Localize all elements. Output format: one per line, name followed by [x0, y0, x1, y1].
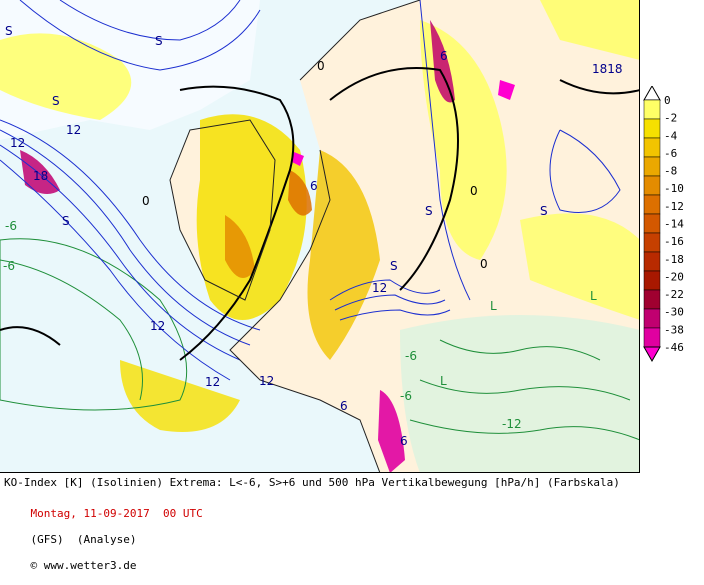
- scale-label: -16: [664, 235, 684, 248]
- scale-arrow-top: [643, 84, 661, 101]
- green-isolines: [0, 259, 639, 441]
- label-s: S: [62, 214, 70, 228]
- motion-core: [430, 20, 455, 103]
- scale-label: -20: [664, 270, 684, 283]
- map-canvas: S S S S S S S 12 18 12 12 12 12 12 1818 …: [0, 0, 639, 472]
- scale-label: -30: [664, 306, 684, 319]
- caption-description: KO-Index [K] (Isolinien) Extrema: L<-6, …: [4, 476, 620, 489]
- scale-swatch: [643, 99, 661, 120]
- scale-label: -14: [664, 218, 684, 231]
- scale-swatch: [643, 175, 661, 196]
- scale-label: -18: [664, 253, 684, 266]
- scale-label: -22: [664, 288, 684, 301]
- scale-label: -38: [664, 323, 684, 336]
- label-six: 6: [340, 399, 348, 413]
- label-eighteen: 18: [33, 169, 48, 183]
- map-caption: KO-Index [K] (Isolinien) Extrema: L<-6, …: [0, 473, 704, 572]
- scale-swatch: [643, 327, 661, 348]
- label-s: S: [425, 204, 433, 218]
- motion-core: [498, 80, 515, 100]
- label-twelve: 12: [150, 319, 165, 333]
- label-zero: 0: [317, 59, 325, 73]
- label-neg-six: -6: [3, 259, 15, 273]
- scale-swatch: [643, 194, 661, 215]
- label-neg-twelve: -12: [502, 417, 522, 431]
- label-six: 6: [440, 49, 448, 63]
- label-s: S: [540, 204, 548, 218]
- caption-date: Montag, 11-09-2017 00 UTC: [30, 507, 203, 520]
- label-s: S: [5, 24, 13, 38]
- label-zero: 0: [470, 184, 478, 198]
- color-scale-svg: 0 -2 -4 -6 -8 -10 -12 -14 -16 -18 -20 -22 -30 -38 -46: [643, 84, 684, 363]
- scale-arrow-bottom: [643, 346, 661, 363]
- color-scale-legend: 0 -2 -4 -6 -8 -10 -12 -14 -16 -18 -20 -22 -30 -38 -46: [640, 84, 704, 396]
- motion-field: [307, 150, 380, 360]
- label-twelve: 12: [66, 123, 81, 137]
- scale-label: -6: [664, 147, 677, 160]
- blue-isolines: [0, 0, 621, 381]
- scale-swatch: [643, 232, 661, 253]
- motion-core: [225, 215, 255, 278]
- scale-label: -46: [664, 341, 684, 354]
- caption-model: (GFS) (Analyse): [30, 533, 137, 546]
- label-six: 6: [310, 179, 318, 193]
- label-twelve: 12: [259, 374, 274, 388]
- scale-label: -4: [664, 129, 678, 142]
- motion-core: [292, 152, 304, 166]
- isoline-green: [0, 238, 188, 411]
- motion-field: [196, 114, 307, 321]
- label-s: S: [155, 34, 163, 48]
- motion-field: [520, 213, 639, 320]
- scale-swatch: [643, 137, 661, 158]
- scale-swatch: [643, 213, 661, 234]
- motion-field: [540, 0, 639, 60]
- label-neg-six: -6: [5, 219, 17, 233]
- scale-label: -2: [664, 112, 677, 125]
- scale-label: -10: [664, 182, 684, 195]
- motion-field: [0, 33, 132, 121]
- caption-meta: Montag, 11-09-2017 00 UTC (GFS) (Analyse…: [4, 494, 203, 585]
- label-zero: 0: [480, 257, 488, 271]
- label-l: L: [490, 299, 497, 313]
- label-zero: 0: [142, 194, 150, 208]
- scale-swatch: [643, 118, 661, 139]
- label-neg-six: -6: [400, 389, 412, 403]
- black-isolines: [0, 67, 639, 361]
- green-area: [400, 315, 639, 472]
- scale-swatch: [643, 289, 661, 310]
- motion-field: [120, 360, 240, 432]
- label-twelve: 12: [205, 375, 220, 389]
- scale-label: -8: [664, 165, 677, 178]
- scale-label: 0: [664, 94, 671, 107]
- motion-core: [378, 390, 405, 472]
- label-twelve: 12: [372, 281, 387, 295]
- coastlines: [169, 0, 421, 472]
- scale-swatch: [643, 308, 661, 329]
- label-1818: 1818: [592, 62, 623, 76]
- label-l: L: [590, 289, 597, 303]
- scale-swatch: [643, 156, 661, 177]
- caption-copyright: © www.wetter3.de: [30, 559, 137, 572]
- scale-label: -12: [664, 200, 684, 213]
- label-l: L: [440, 374, 447, 388]
- label-s: S: [390, 259, 398, 273]
- label-six: 6: [400, 434, 408, 448]
- label-twelve: 12: [10, 136, 25, 150]
- scale-swatch: [643, 270, 661, 291]
- motion-core: [288, 170, 312, 216]
- label-s: S: [52, 94, 60, 108]
- weather-map: S S S S S S S 12 18 12 12 12 12 12 1818 …: [0, 0, 640, 473]
- scale-swatch: [643, 251, 661, 272]
- label-neg-six: -6: [405, 349, 417, 363]
